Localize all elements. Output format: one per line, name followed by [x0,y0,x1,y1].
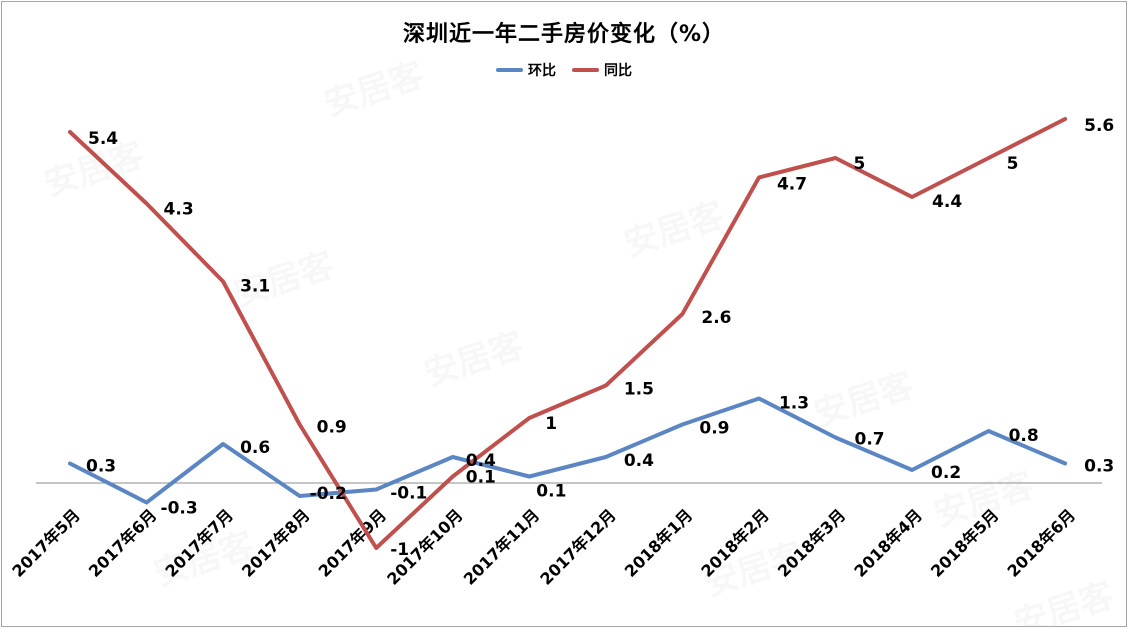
x-axis-label: 2018年6月 [1004,505,1079,580]
mom-series-line [68,396,1068,505]
mom-line-swatch [496,68,523,72]
x-axis-label: 2017年12月 [536,505,619,588]
mom-data-label: -0.1 [390,484,427,504]
yoy-line-swatch [572,68,599,72]
x-axis-label: 2017年11月 [460,505,543,588]
yoy-data-label: 4.7 [777,175,807,195]
legend-label-yoy: 同比 [604,63,632,79]
legend-item-yoy: 同比 [572,60,632,80]
chart-title: 深圳近一年二手房价变化（%） [402,22,726,47]
mom-data-label: -0.3 [161,499,198,519]
mom-data-label: 0.2 [931,463,961,483]
yoy-data-label: 5.4 [88,129,118,149]
x-axis-label: 2017年5月 [8,505,83,580]
mom-data-label: 0.6 [240,438,270,458]
mom-data-label: 0.9 [699,419,729,439]
x-axis-label: 2018年4月 [850,505,925,580]
yoy-data-label: 0.9 [317,418,347,438]
yoy-data-label: -1 [390,540,409,560]
mom-data-label: 0.7 [855,430,885,450]
mom-data-label: 0.4 [624,451,654,471]
mom-data-label: 0.3 [1084,457,1114,477]
mom-data-label: 0.8 [1009,426,1039,446]
x-axis-label: 2018年1月 [621,505,696,580]
mom-data-label: -0.2 [310,484,347,504]
yoy-data-label: 1 [545,414,557,434]
yoy-data-label: 3.1 [240,277,270,297]
x-axis-label: 2018年5月 [927,505,1002,580]
mom-data-label: 0.4 [466,451,496,471]
yoy-data-label: 4.4 [932,192,962,212]
mom-data-label: 0.3 [86,457,116,477]
legend-label-mom: 环比 [528,63,556,79]
mom-data-label: 0.1 [536,482,566,502]
x-axis-label: 2018年2月 [697,505,772,580]
yoy-data-label: 4.3 [164,200,194,220]
yoy-data-label: 2.6 [701,308,731,328]
mom-data-label: 1.3 [779,394,809,414]
x-axis-label: 2017年6月 [85,505,160,580]
x-axis-label: 2018年3月 [774,505,849,580]
yoy-data-label: 5.6 [1084,116,1114,136]
x-axis-label: 2017年8月 [238,505,313,580]
legend: 环比 同比 [2,60,1126,80]
yoy-series-line [68,117,1068,550]
yoy-data-label: 5 [854,154,866,174]
legend-item-mom: 环比 [496,60,556,80]
yoy-data-label: 5 [1007,154,1019,174]
yoy-data-label: 0.1 [466,468,496,488]
yoy-data-label: 1.5 [624,380,654,400]
